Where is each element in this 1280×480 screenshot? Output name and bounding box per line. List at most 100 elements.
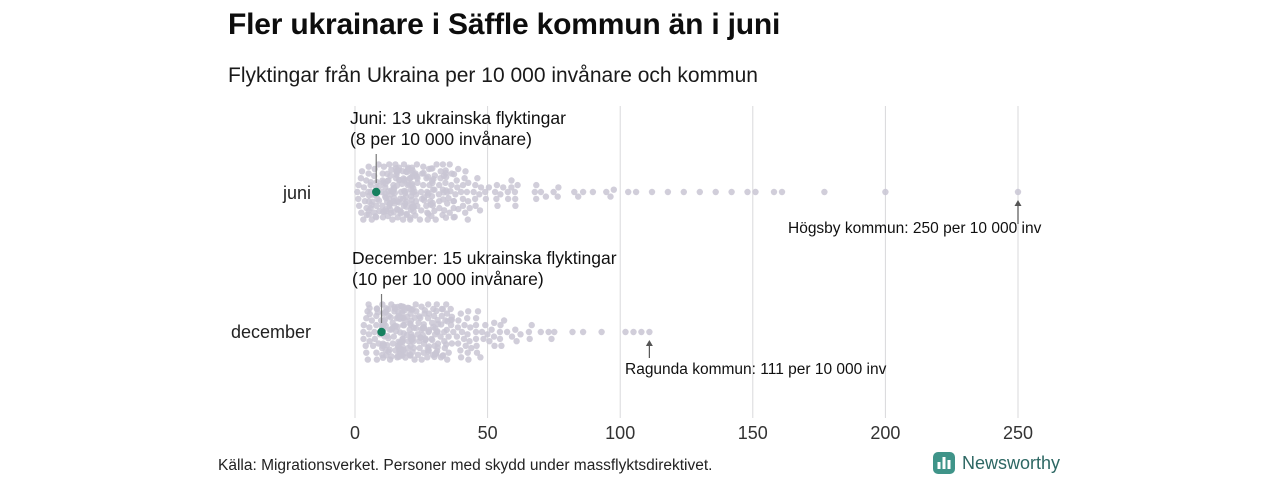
axis-tick-label: 250 xyxy=(1003,423,1033,443)
swarm-dot xyxy=(504,188,511,196)
swarm-dot xyxy=(447,188,454,195)
swarm-dot xyxy=(429,165,436,172)
swarm-dot xyxy=(460,335,468,343)
swarm-dot xyxy=(363,315,370,322)
annotation-december-line1: December: 15 ukrainska flyktingar xyxy=(352,248,617,268)
swarm-dot xyxy=(770,188,778,196)
swarm-dot xyxy=(364,356,371,363)
swarm-dot xyxy=(474,308,482,315)
swarm-dot xyxy=(455,165,462,173)
swarm-dot xyxy=(503,328,511,336)
swarm-dot xyxy=(375,197,383,204)
swarm-dot xyxy=(385,335,392,342)
swarm-dot xyxy=(420,181,427,189)
axis-tick-label: 150 xyxy=(738,423,768,443)
swarm-dot xyxy=(598,328,605,336)
swarm-dot xyxy=(445,349,452,356)
swarm-dot xyxy=(358,209,365,216)
swarm-dot xyxy=(355,181,362,189)
swarm-dot xyxy=(448,181,455,189)
swarm-dot xyxy=(476,191,483,198)
swarm-dot xyxy=(391,189,399,197)
swarm-dot xyxy=(410,344,417,352)
swarm-dot xyxy=(429,202,436,209)
swarm-dot xyxy=(452,191,459,198)
swarm-dot xyxy=(373,321,380,329)
swarm-dot xyxy=(365,170,372,177)
swarm-dot xyxy=(366,305,373,312)
swarm-dot xyxy=(554,193,561,200)
swarm-dot xyxy=(464,216,471,223)
swarm-dot xyxy=(439,196,447,203)
swarm-dot xyxy=(355,202,363,209)
swarm-dot xyxy=(366,324,373,331)
swarm-dot xyxy=(434,340,442,347)
annotation-hogsby: Högsby kommun: 250 per 10 000 inv xyxy=(788,220,1042,237)
swarm-dot xyxy=(412,197,420,205)
swarm-dot xyxy=(443,173,450,181)
swarm-dot xyxy=(365,163,372,170)
swarm-dot xyxy=(373,202,380,210)
swarm-dot xyxy=(425,343,433,350)
swarm-dot xyxy=(428,193,436,200)
swarm-dot xyxy=(482,195,490,203)
swarm-dot xyxy=(542,193,550,200)
swarm-dot xyxy=(422,336,429,343)
swarm-dot xyxy=(630,328,637,336)
swarm-dot xyxy=(400,322,408,329)
swarm-dot xyxy=(696,188,703,196)
swarm-dot xyxy=(403,198,410,205)
swarm-dot xyxy=(470,188,477,196)
swarm-dot xyxy=(450,171,458,178)
swarm-dot xyxy=(497,321,504,329)
annotation-ragunda: Ragunda kommun: 111 per 10 000 inv xyxy=(625,361,887,378)
swarm-dot xyxy=(417,188,425,196)
row-label-december: december xyxy=(230,322,311,342)
swarm-dot xyxy=(363,349,370,356)
swarm-dot xyxy=(490,333,498,340)
swarm-dot xyxy=(379,170,386,177)
swarm-dot xyxy=(443,326,450,334)
swarm-dot xyxy=(472,315,480,322)
swarm-dot xyxy=(431,207,438,215)
swarm-dot xyxy=(550,188,557,196)
swarm-dot xyxy=(388,353,395,360)
swarm-dot xyxy=(369,198,376,205)
swarm-dot xyxy=(468,344,475,352)
swarm-dot xyxy=(504,195,512,203)
swarm-dot xyxy=(500,317,508,324)
swarm-dot xyxy=(387,314,394,321)
axis-tick-label: 0 xyxy=(350,423,360,443)
swarm-dot xyxy=(462,342,469,349)
swarm-dot xyxy=(472,321,480,329)
swarm-dot xyxy=(416,344,423,352)
swarm-dot xyxy=(471,195,479,203)
newsworthy-logo-text: Newsworthy xyxy=(962,452,1061,473)
swarm-dot xyxy=(478,328,486,336)
swarm-dot xyxy=(464,315,471,322)
swarm-dot xyxy=(571,188,578,196)
swarm-dot xyxy=(446,209,453,216)
swarm-dot xyxy=(450,328,457,336)
swarm-dot xyxy=(418,207,425,214)
swarm-dot xyxy=(482,188,489,196)
swarm-dot xyxy=(390,333,397,340)
swarm-dot xyxy=(486,338,493,345)
swarm-dot xyxy=(407,214,414,221)
swarm-dot xyxy=(412,301,419,308)
swarm-dot xyxy=(402,193,410,200)
swarm-dot xyxy=(433,307,440,315)
swarm-dot xyxy=(712,188,719,196)
swarm-dot xyxy=(412,324,420,332)
swarm-dot xyxy=(410,335,417,342)
swarm-dot xyxy=(493,181,501,189)
swarm-dot xyxy=(431,186,438,193)
swarm-dot xyxy=(473,349,481,356)
swarm-dot xyxy=(387,172,394,179)
swarm-dot xyxy=(454,324,462,331)
swarm-dot xyxy=(512,202,519,209)
swarm-dot xyxy=(445,333,452,340)
swarm-dot xyxy=(484,331,491,338)
